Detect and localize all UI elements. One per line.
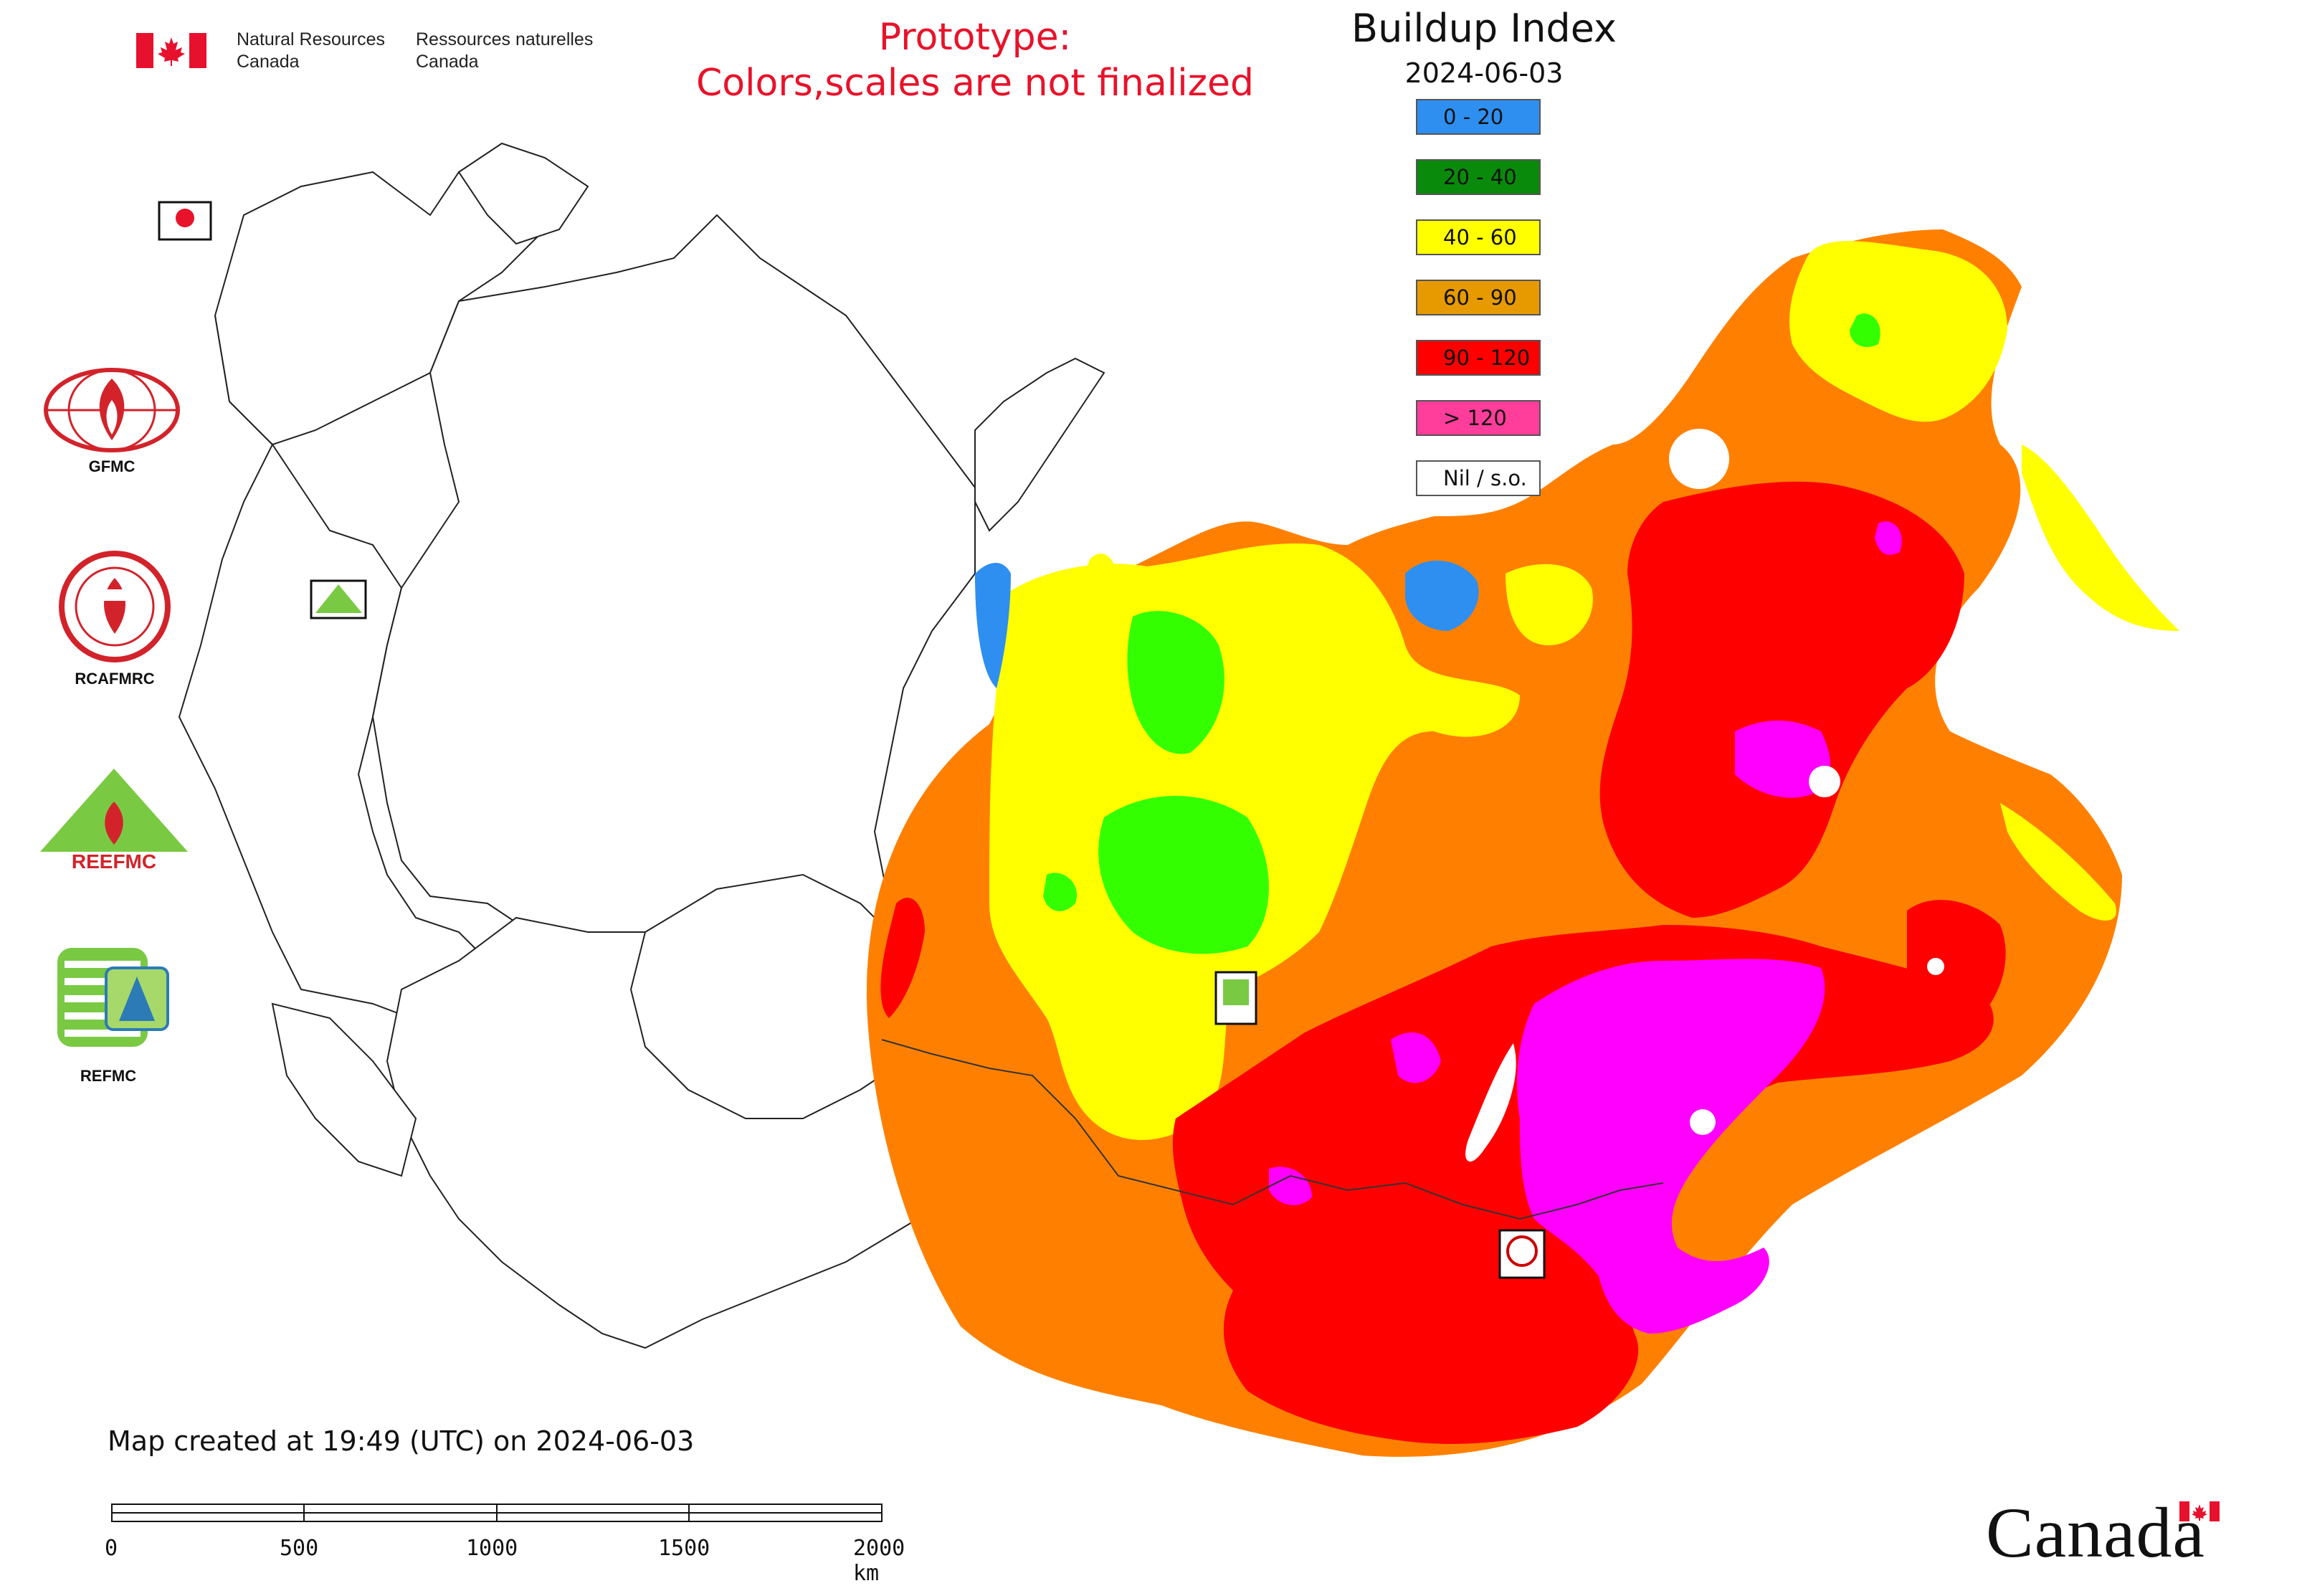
magenta-aldan xyxy=(1735,721,1831,798)
map-created-timestamp: Map created at 19:49 (UTC) on 2024-06-03 xyxy=(108,1425,695,1457)
green-nadym xyxy=(1127,611,1224,754)
red-yakutia xyxy=(1599,481,1964,918)
rcafmrc-logo: RCAFMRC xyxy=(57,549,172,693)
legend-item-40-60: 40 - 60 xyxy=(1416,219,1541,255)
legend-label: 20 - 40 xyxy=(1443,165,1517,189)
department-en-line1: Natural Resources xyxy=(237,29,386,49)
scale-tick-500: 500 xyxy=(280,1536,319,1561)
gfmc-emblem-icon xyxy=(44,368,180,452)
novaya-zemlya-outline xyxy=(974,357,1105,532)
legend-item-20-40: 20 - 40 xyxy=(1416,159,1541,195)
buildup-index-area xyxy=(866,229,2179,1457)
department-name-english: Natural Resources Canada xyxy=(237,29,385,73)
blue-patch-kara xyxy=(975,563,1011,688)
gfmc-label: GFMC xyxy=(88,457,135,475)
rcafmrc-emblem-icon xyxy=(59,551,171,662)
scale-bar: 0 500 1000 1500 2000 km xyxy=(105,1504,905,1586)
legend-label: > 120 xyxy=(1443,406,1507,430)
legend-item-nil: Nil / s.o. xyxy=(1416,460,1541,496)
reefmc-logo: REEFMC xyxy=(37,766,191,873)
legend-item-0-20: 0 - 20 xyxy=(1416,99,1541,135)
scale-tick-1000: 1000 xyxy=(466,1536,518,1561)
legend-label: 40 - 60 xyxy=(1443,225,1517,250)
prototype-line2: Colors,scales are not finalized xyxy=(695,62,1255,105)
country-outlines xyxy=(178,142,1105,1349)
legend-title: Buildup Index xyxy=(1351,6,1617,51)
gfmc-logo: GFMC xyxy=(42,366,182,480)
reefmc-emblem-icon xyxy=(40,769,188,870)
prototype-notice: Prototype: Colors,scales are not finaliz… xyxy=(645,14,1305,106)
reefmc-label: REEFMC xyxy=(71,850,157,873)
green-central-siberia xyxy=(1098,796,1269,954)
rcafmrc-label: RCAFMRC xyxy=(75,670,155,688)
department-en-line2: Canada xyxy=(237,52,300,72)
blue-patch-taymyr xyxy=(1405,560,1479,631)
legend: 0 - 20 20 - 40 40 - 60 60 - 90 90 - 120 … xyxy=(1416,99,1545,521)
scale-tick-0: 0 xyxy=(105,1536,118,1561)
magenta-transbaikal xyxy=(1517,959,1825,1334)
legend-label: 60 - 90 xyxy=(1443,285,1517,310)
russia-west-outline xyxy=(371,214,976,991)
yellow-yamal xyxy=(1067,554,1118,688)
yellow-taymyr xyxy=(1506,564,1593,645)
canada-flag-icon xyxy=(136,33,206,68)
legend-label: 0 - 20 xyxy=(1443,105,1504,129)
magenta-west-baikal xyxy=(1391,1032,1441,1083)
yellow-northeast xyxy=(1789,241,2007,422)
department-name-french: Ressources naturelles Canada xyxy=(416,29,593,73)
scandinavia-outline xyxy=(214,171,546,446)
legend-item-90-120: 90 - 120 xyxy=(1416,340,1541,376)
white-gap-amur xyxy=(1927,958,1944,975)
red-amur xyxy=(1907,900,2006,1032)
yellow-kamchatka xyxy=(2022,445,2179,631)
prototype-line1: Prototype: xyxy=(878,16,1072,59)
department-fr-line1: Ressources naturelles xyxy=(416,29,594,49)
canada-wordmark: Canada xyxy=(1986,1493,2205,1572)
caucasus-outline xyxy=(271,1002,417,1177)
legend-date: 2024-06-03 xyxy=(1404,57,1564,89)
green-chukotka-dot xyxy=(1850,313,1880,347)
scale-tick-2000: 2000 km xyxy=(853,1536,905,1586)
white-gap-okhotsk xyxy=(1809,766,1840,797)
magenta-kolyma xyxy=(1875,521,1902,555)
legend-item-over-120: > 120 xyxy=(1416,400,1541,436)
refmc-emblem-icon xyxy=(57,948,169,1047)
department-fr-line2: Canada xyxy=(416,52,479,72)
border-line xyxy=(881,1039,1664,1220)
yellow-sakhalin xyxy=(2000,803,2116,921)
white-gap-magadan xyxy=(1669,429,1729,489)
legend-label: Nil / s.o. xyxy=(1443,466,1527,490)
red-ural xyxy=(880,898,925,1018)
government-header: Natural Resources Canada Ressources natu… xyxy=(136,27,638,77)
lake-baikal xyxy=(1465,1043,1516,1162)
scale-tick-1500: 1500 xyxy=(658,1536,710,1561)
refmc-label: REFMC xyxy=(80,1067,137,1085)
legend-label: 90 - 120 xyxy=(1443,346,1531,370)
refmc-logo: REFMC xyxy=(54,944,176,1094)
white-gap-mongolia xyxy=(1690,1109,1716,1135)
legend-item-60-90: 60 - 90 xyxy=(1416,280,1541,315)
kola-outline xyxy=(457,142,589,245)
map-markers xyxy=(158,201,1546,1279)
wordmark-flag-icon xyxy=(2179,1501,2220,1521)
green-small-dot xyxy=(1043,873,1077,911)
magenta-altai xyxy=(1269,1167,1312,1205)
scale-bar-graphic xyxy=(111,1504,883,1522)
